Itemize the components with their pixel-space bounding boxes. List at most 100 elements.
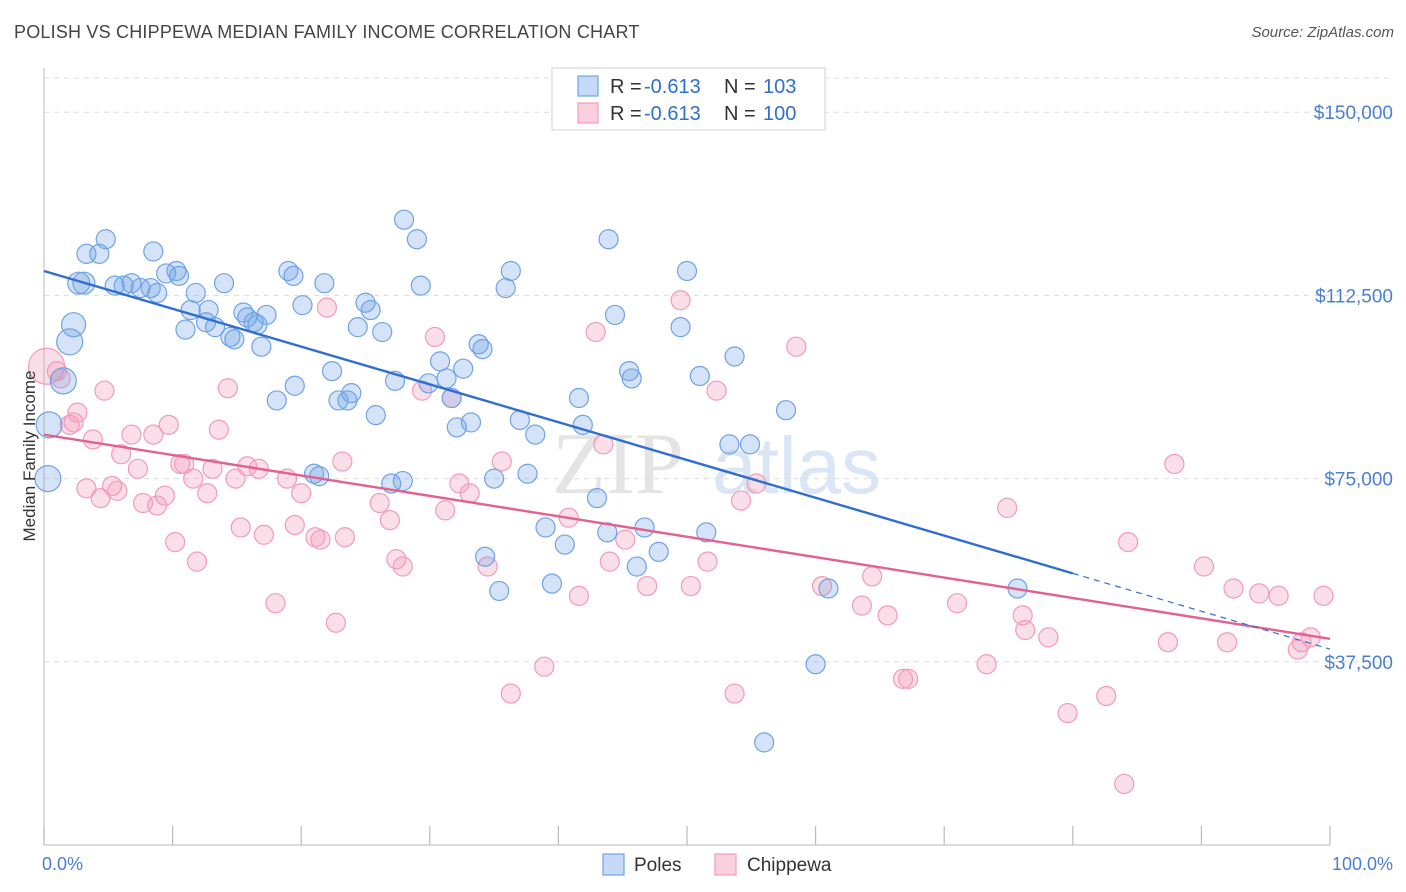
poles-point	[60, 312, 87, 338]
chippewa-point	[379, 510, 401, 531]
chippewa-point	[284, 514, 305, 536]
poles-point	[484, 468, 505, 489]
poles-point	[621, 368, 642, 389]
chippewa-point	[1313, 585, 1334, 606]
chippewa-point	[208, 419, 229, 440]
poles-point	[347, 317, 368, 338]
poles-point	[251, 336, 272, 357]
poles-point	[220, 326, 241, 348]
poles-point	[805, 654, 826, 675]
chippewa-point	[202, 458, 223, 479]
poles-points	[34, 209, 1028, 753]
legend-r-label-chippewa: R =	[610, 103, 642, 125]
poles-point	[754, 732, 775, 753]
chippewa-point	[197, 483, 218, 504]
poles-point	[626, 556, 647, 577]
poles-point	[292, 295, 313, 316]
poles-point	[818, 578, 839, 599]
bottom-legend-swatch-chippewa	[714, 853, 737, 876]
poles-point	[670, 317, 691, 338]
poles-point	[406, 229, 428, 250]
chippewa-point	[892, 668, 914, 689]
x-tick-label-min: 0.0%	[42, 854, 83, 874]
chippewa-points	[27, 290, 1334, 795]
poles-point	[535, 517, 556, 538]
chippewa-point	[291, 483, 312, 504]
chippewa-point	[369, 492, 390, 514]
poles-point	[474, 546, 496, 567]
chippewa-point	[862, 566, 883, 587]
poles-point	[604, 304, 626, 326]
watermark-zip: ZIP	[552, 416, 684, 513]
poles-point	[185, 282, 206, 304]
legend-r-label-poles: R =	[610, 76, 642, 98]
legend-n-label-chippewa: N =	[724, 103, 756, 125]
watermark: ZIP atlas	[552, 416, 881, 513]
poles-point	[554, 534, 575, 555]
chippewa-point	[174, 453, 195, 475]
chippewa-point	[1164, 453, 1185, 475]
poles-point	[472, 339, 493, 360]
chippewa-point	[265, 593, 286, 614]
axes	[43, 68, 1331, 846]
poles-point	[568, 387, 590, 409]
poles-point	[341, 383, 362, 404]
poles-point	[95, 229, 116, 250]
chippewa-point	[730, 490, 752, 511]
chippewa-point	[310, 529, 331, 550]
chippewa-point	[143, 424, 164, 445]
poles-point	[175, 319, 196, 340]
chippewa-point	[217, 378, 238, 399]
poles-point	[696, 522, 717, 543]
chippewa-point	[1223, 578, 1244, 599]
chippewa-point	[697, 551, 718, 572]
poles-trend-line	[43, 269, 1074, 575]
chippewa-point	[435, 500, 456, 521]
chippewa-point	[585, 321, 606, 343]
chippewa-point	[680, 575, 701, 597]
poles-point	[525, 424, 546, 445]
bottom-legend-label-poles: Poles	[634, 855, 682, 876]
chippewa-point	[1114, 773, 1135, 795]
poles-point	[648, 541, 669, 562]
y-axis-label: Median Family Income	[20, 370, 39, 541]
legend-r-value-chippewa: -0.613	[644, 103, 701, 125]
bottom-legend: Poles Chippewa	[602, 853, 832, 876]
chippewa-point	[724, 683, 745, 704]
poles-point	[719, 434, 740, 455]
poles-point	[541, 573, 563, 594]
poles-point	[676, 260, 698, 282]
poles-point	[49, 367, 77, 395]
poles-point	[436, 368, 457, 389]
chippewa-point	[459, 483, 480, 504]
poles-point	[321, 361, 343, 382]
poles-point	[147, 282, 168, 304]
poles-point	[224, 329, 245, 350]
y-tick-label-1: $75,000	[1324, 470, 1393, 491]
poles-point	[586, 488, 608, 509]
poles-point	[598, 229, 619, 250]
chippewa-trend-line	[43, 433, 1331, 641]
chippewa-point	[1193, 556, 1215, 577]
chippewa-point	[997, 497, 1018, 519]
chippewa-point	[424, 326, 446, 348]
y-tick-labels: $37,500 $75,000 $112,500 $150,000	[1314, 103, 1393, 674]
legend-n-value-chippewa: 100	[763, 103, 796, 125]
chippewa-point	[186, 551, 208, 572]
x-tick-label-max: 100.0%	[1332, 854, 1393, 874]
poles-point	[500, 260, 521, 282]
chippewa-point	[477, 556, 498, 577]
legend: R = -0.613 N = 103 R = -0.613 N = 100	[551, 67, 826, 131]
chippewa-point	[334, 527, 356, 548]
poles-point	[365, 404, 386, 426]
chippewa-point	[1015, 619, 1036, 641]
chippewa-point	[154, 485, 175, 506]
chippewa-point	[898, 668, 919, 689]
chippewa-point	[59, 414, 80, 435]
chippewa-point	[111, 444, 132, 465]
chippewa-point	[1057, 702, 1078, 724]
chippewa-point	[230, 517, 251, 538]
chippewa-point	[637, 575, 658, 597]
gridlines	[44, 77, 1393, 663]
